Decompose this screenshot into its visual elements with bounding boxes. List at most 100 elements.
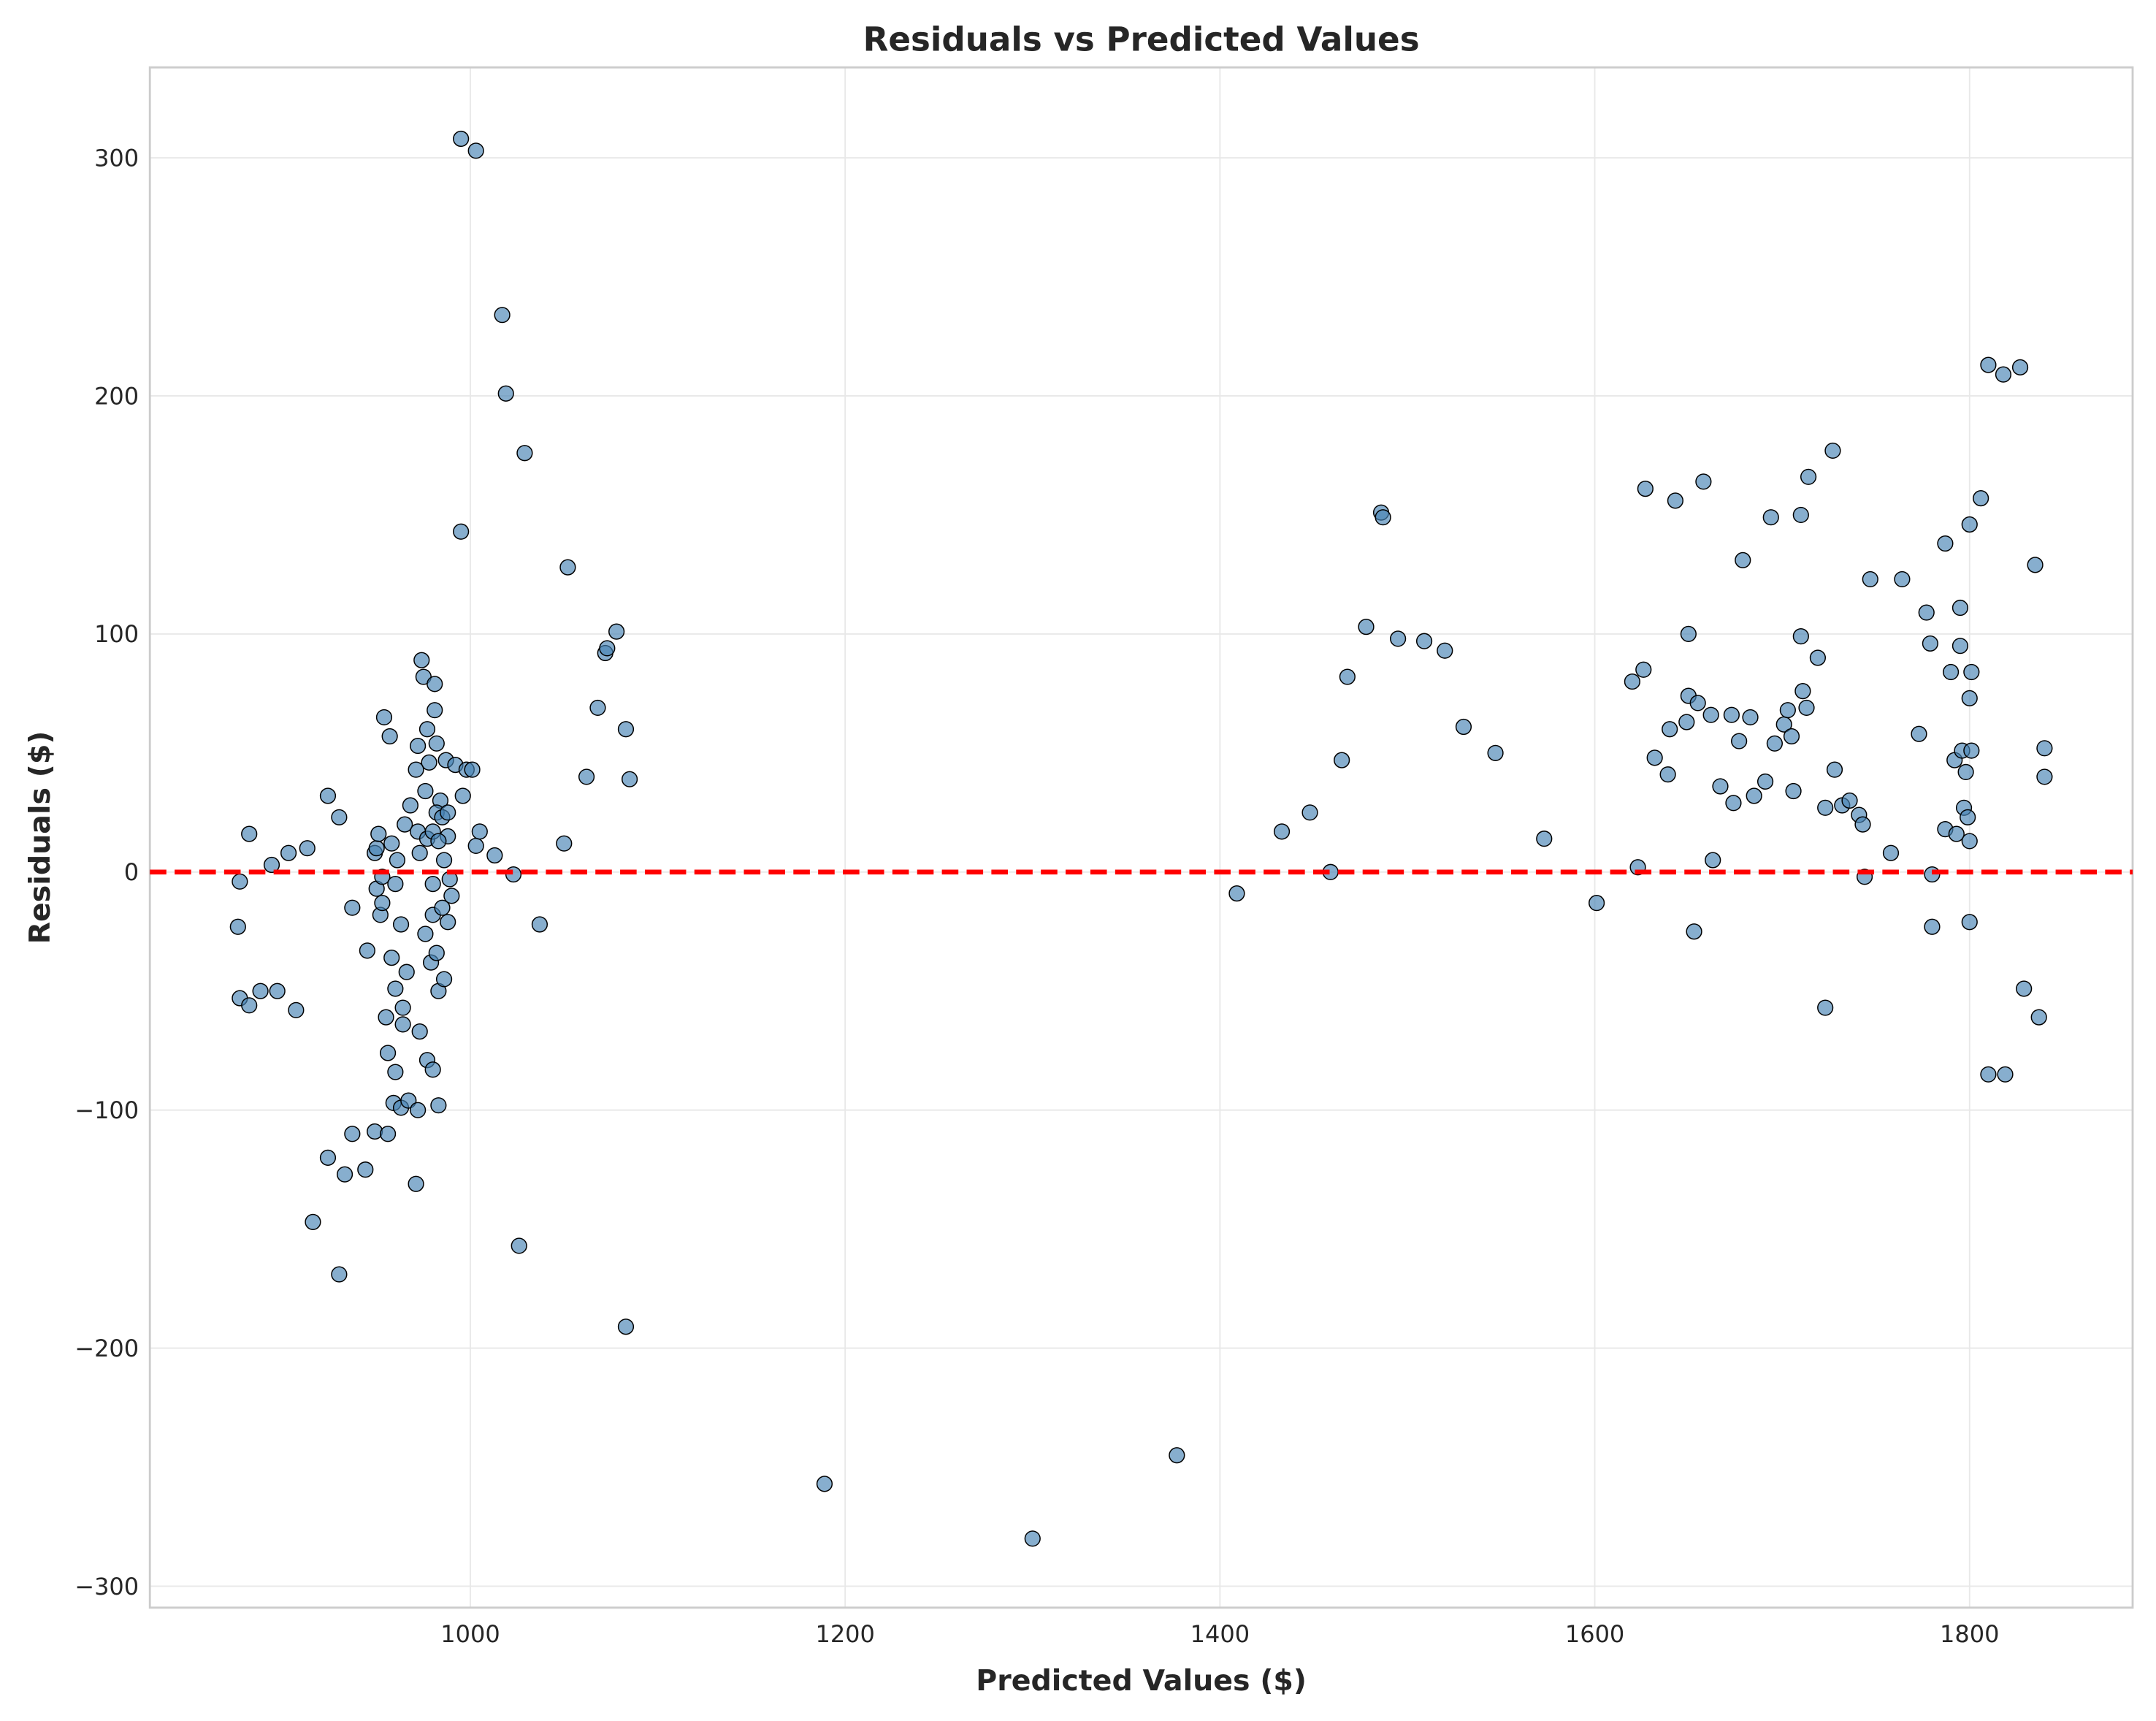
point [1817, 799, 1834, 816]
point [427, 676, 443, 692]
point [1334, 752, 1350, 768]
point [394, 999, 411, 1016]
x-tick-label: 1000 [440, 1620, 500, 1648]
point [1725, 795, 1742, 812]
point [599, 640, 616, 657]
point [410, 737, 427, 755]
y-tick-label: 100 [94, 620, 139, 648]
point [617, 1319, 635, 1335]
point [1792, 628, 1809, 645]
point [1731, 733, 1748, 749]
point [2036, 768, 2053, 785]
point [357, 1161, 374, 1178]
point [344, 899, 361, 916]
point [379, 1045, 397, 1061]
point [1487, 744, 1504, 761]
point [430, 1097, 447, 1114]
chart-title: Residuals vs Predicted Values [863, 20, 1420, 59]
point [379, 1126, 397, 1142]
point [424, 1061, 441, 1078]
point [1918, 604, 1935, 621]
point [1662, 721, 1678, 738]
point [392, 916, 410, 933]
x-tick-label: 1400 [1190, 1620, 1250, 1648]
point [556, 835, 573, 852]
point [1973, 490, 1989, 507]
point [1680, 625, 1697, 642]
point [1826, 761, 1843, 778]
point [397, 816, 413, 833]
x-tick-label: 1200 [815, 1620, 874, 1648]
point [1678, 714, 1695, 730]
point [511, 1237, 527, 1254]
point [1952, 638, 1969, 655]
point [589, 699, 606, 717]
point [621, 771, 638, 787]
point [1937, 535, 1954, 552]
point [608, 623, 625, 640]
plot-frame [148, 66, 2134, 1609]
point [1952, 599, 1969, 617]
point [1375, 509, 1391, 526]
point [1735, 552, 1751, 568]
point [408, 761, 424, 778]
y-tick-label: −200 [74, 1335, 139, 1362]
point [232, 873, 248, 890]
point [428, 735, 445, 752]
point [1785, 782, 1802, 800]
point [497, 385, 514, 402]
point [471, 823, 488, 840]
point [1911, 725, 1927, 742]
point [359, 942, 375, 959]
point [263, 856, 280, 874]
point [816, 1476, 833, 1492]
point [411, 844, 428, 861]
point [368, 840, 385, 857]
point [421, 754, 437, 771]
point [229, 918, 246, 935]
point [241, 825, 258, 842]
point [1762, 509, 1779, 526]
point [1794, 683, 1811, 700]
point [408, 1175, 424, 1192]
point [1695, 473, 1712, 490]
point [435, 852, 453, 869]
point [424, 875, 441, 893]
point [1536, 831, 1553, 847]
y-axis-label: Residuals ($) [23, 731, 57, 945]
point [1589, 895, 1605, 912]
point [1854, 816, 1871, 833]
point [387, 1064, 404, 1080]
point [288, 1001, 305, 1018]
point [2036, 740, 2053, 757]
point [319, 1149, 337, 1166]
point [402, 797, 418, 814]
point [443, 888, 460, 904]
point [383, 950, 400, 966]
point [2027, 557, 2044, 573]
point [1712, 778, 1729, 795]
point [1390, 630, 1407, 647]
point [454, 787, 471, 804]
point [387, 875, 404, 893]
point [319, 787, 337, 804]
point [435, 971, 453, 988]
point [2011, 359, 2029, 375]
point [1624, 673, 1640, 690]
point [1995, 366, 2012, 383]
point [1817, 999, 1834, 1016]
point [1746, 787, 1762, 804]
point [1667, 492, 1684, 509]
point [434, 899, 451, 916]
x-tick-label: 1800 [1940, 1620, 1999, 1648]
point [1961, 833, 1978, 850]
point [269, 982, 286, 999]
point [1922, 635, 1938, 652]
point [440, 914, 456, 931]
y-tick-label: −100 [74, 1096, 139, 1124]
point [336, 1166, 353, 1183]
point [305, 1213, 321, 1230]
point [1659, 766, 1676, 783]
point [1702, 706, 1719, 723]
